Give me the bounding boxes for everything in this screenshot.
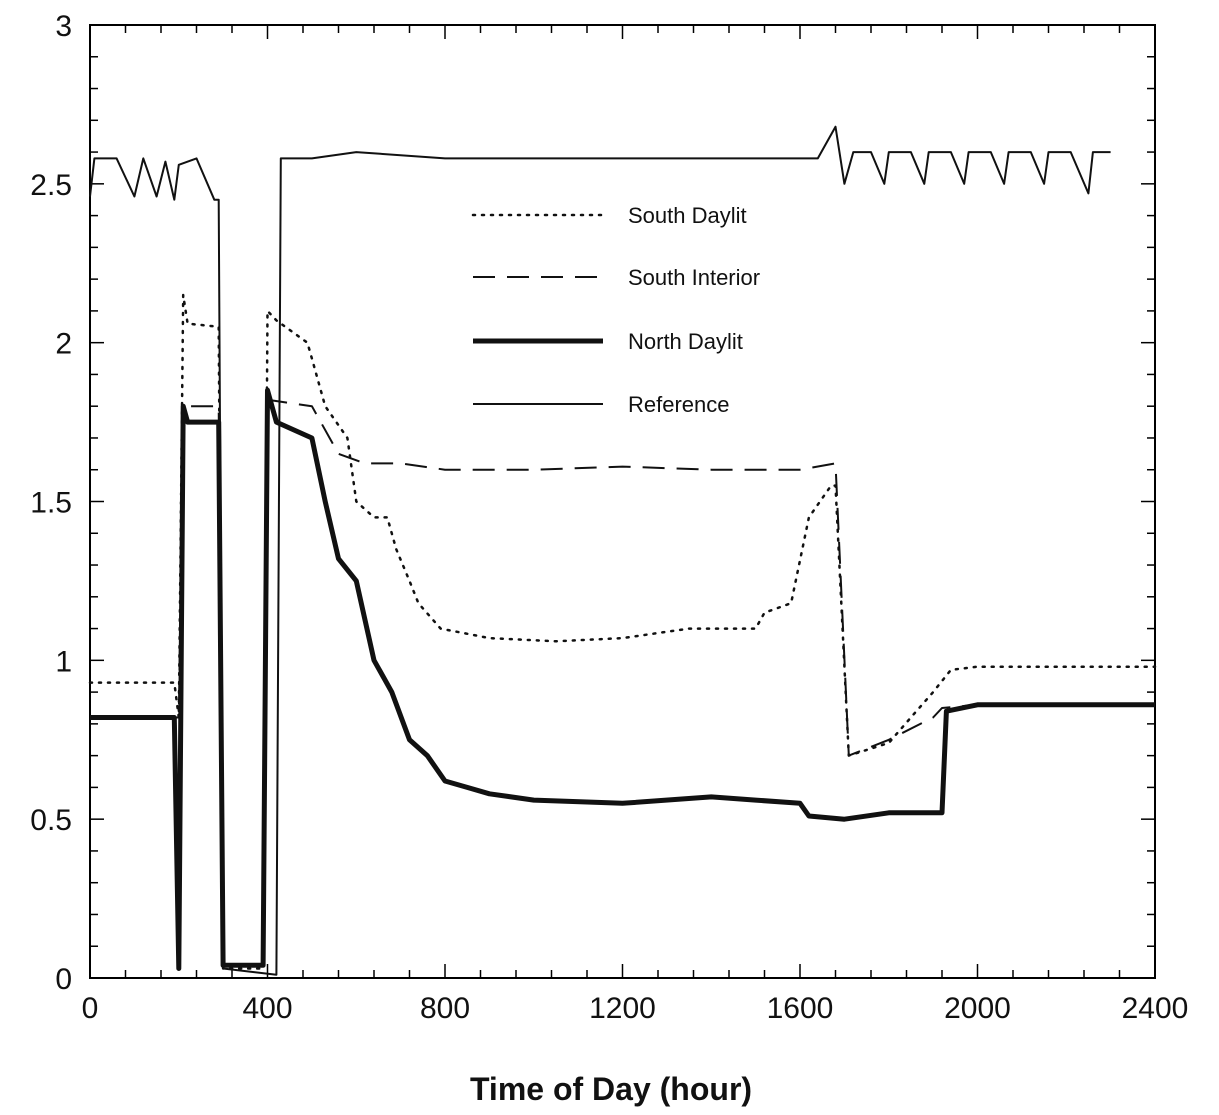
- y-tick-label: 1.5: [30, 487, 72, 520]
- x-tick-label: 1200: [589, 992, 656, 1025]
- x-tick-label: 2400: [1122, 992, 1189, 1025]
- x-tick-label: 400: [242, 992, 292, 1025]
- y-tick-label: 3: [55, 10, 72, 43]
- y-tick-label: 0: [55, 963, 72, 996]
- y-tick-label: 1: [55, 645, 72, 678]
- series-line-reference: [89, 125, 1111, 976]
- x-tick-label: 800: [420, 992, 470, 1025]
- axis-tick-labels: 0 400 800 1200 1600 2000 2400 0 0.5 1 1.5 2 2.5 3: [30, 10, 1188, 1025]
- legend-label-north-daylit: North Daylit: [628, 329, 743, 354]
- x-tick-label: 2000: [944, 992, 1011, 1025]
- plot-frame: [89, 24, 1156, 979]
- x-axis-title: Time of Day (hour): [470, 1071, 752, 1107]
- series-line-south-interior: [90, 398, 1155, 967]
- legend-label-reference: Reference: [628, 392, 730, 417]
- y-tick-label: 2.5: [30, 169, 72, 202]
- x-tick-label: 1600: [767, 992, 834, 1025]
- legend-label-south-daylit: South Daylit: [628, 203, 747, 228]
- y-tick-label: 0.5: [30, 804, 72, 837]
- series-line-south-daylit: [88, 293, 1157, 970]
- axis-ticks: [89, 24, 1156, 979]
- series-line-north-daylit: [90, 387, 1155, 971]
- series-group: [88, 125, 1157, 976]
- x-tick-label: 0: [82, 992, 99, 1025]
- legend-label-south-interior: South Interior: [628, 265, 760, 290]
- y-tick-label: 2: [55, 328, 72, 361]
- legend: South Daylit South Interior North Daylit Re…: [471, 203, 760, 417]
